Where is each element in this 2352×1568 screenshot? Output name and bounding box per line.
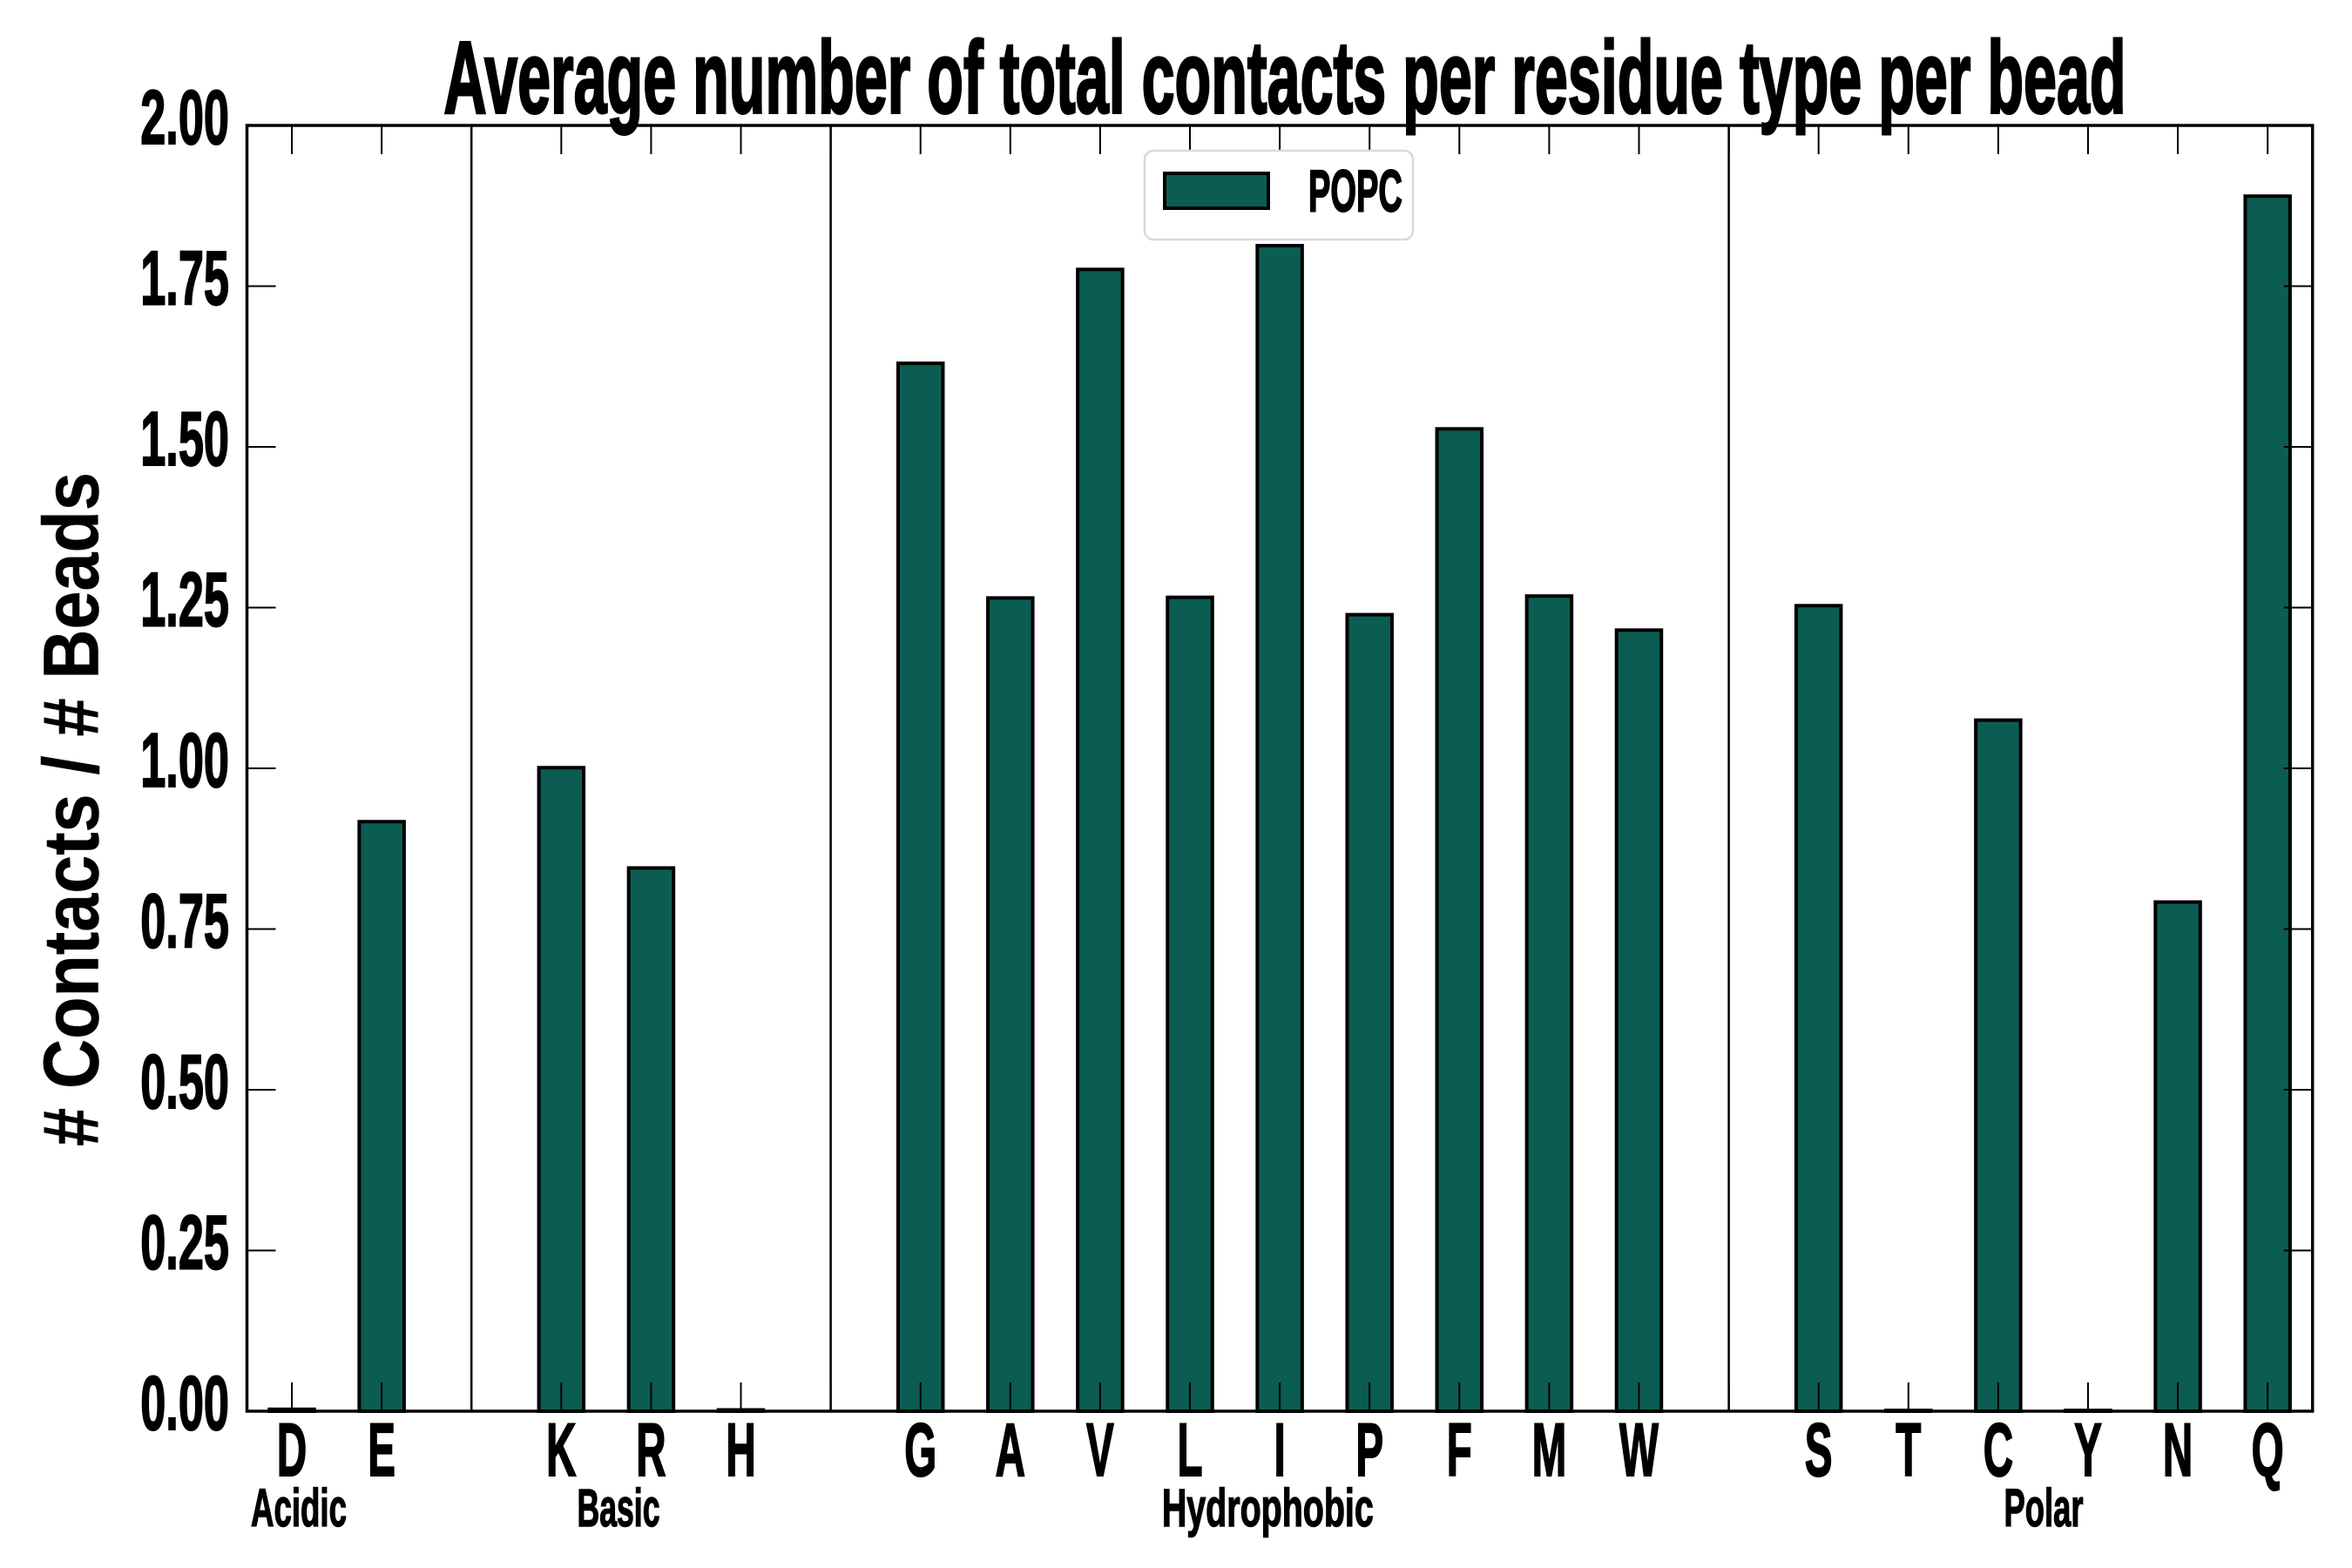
svg-text:P: P xyxy=(1355,1408,1383,1492)
svg-text:2.00: 2.00 xyxy=(140,75,229,160)
svg-text:H: H xyxy=(726,1408,755,1492)
svg-text:E: E xyxy=(368,1408,395,1492)
svg-text:POPC: POPC xyxy=(1308,158,1402,225)
svg-text:R: R xyxy=(636,1408,666,1492)
svg-text:# Contacts / # Beads: # Contacts / # Beads xyxy=(27,472,115,1146)
svg-text:W: W xyxy=(1619,1408,1659,1492)
svg-text:L: L xyxy=(1177,1408,1202,1492)
svg-text:1.50: 1.50 xyxy=(140,396,229,482)
svg-text:N: N xyxy=(2163,1408,2193,1492)
svg-text:1.75: 1.75 xyxy=(140,235,229,321)
svg-text:C: C xyxy=(1984,1408,2013,1492)
svg-text:M: M xyxy=(1532,1408,1567,1492)
svg-text:Polar: Polar xyxy=(2004,1478,2083,1538)
svg-text:A: A xyxy=(996,1408,1025,1492)
svg-text:0.75: 0.75 xyxy=(140,878,229,963)
svg-text:Acidic: Acidic xyxy=(251,1477,347,1538)
svg-text:Average number of total contac: Average number of total contacts per res… xyxy=(443,21,2126,135)
svg-text:1.25: 1.25 xyxy=(140,557,229,642)
svg-text:G: G xyxy=(904,1408,936,1492)
svg-text:Q: Q xyxy=(2252,1408,2284,1492)
svg-text:Y: Y xyxy=(2074,1408,2102,1492)
svg-text:S: S xyxy=(1805,1408,1833,1492)
svg-text:F: F xyxy=(1447,1408,1472,1492)
svg-text:0.00: 0.00 xyxy=(140,1361,229,1446)
svg-text:V: V xyxy=(1086,1408,1114,1492)
svg-text:1.00: 1.00 xyxy=(140,718,229,803)
svg-text:Basic: Basic xyxy=(577,1478,659,1538)
svg-text:I: I xyxy=(1274,1408,1285,1492)
svg-text:0.25: 0.25 xyxy=(140,1200,229,1285)
svg-text:K: K xyxy=(546,1408,576,1492)
svg-text:Hydrophobic: Hydrophobic xyxy=(1162,1478,1374,1538)
svg-text:D: D xyxy=(277,1408,307,1492)
svg-text:T: T xyxy=(1896,1408,1921,1492)
svg-text:0.50: 0.50 xyxy=(140,1039,229,1125)
